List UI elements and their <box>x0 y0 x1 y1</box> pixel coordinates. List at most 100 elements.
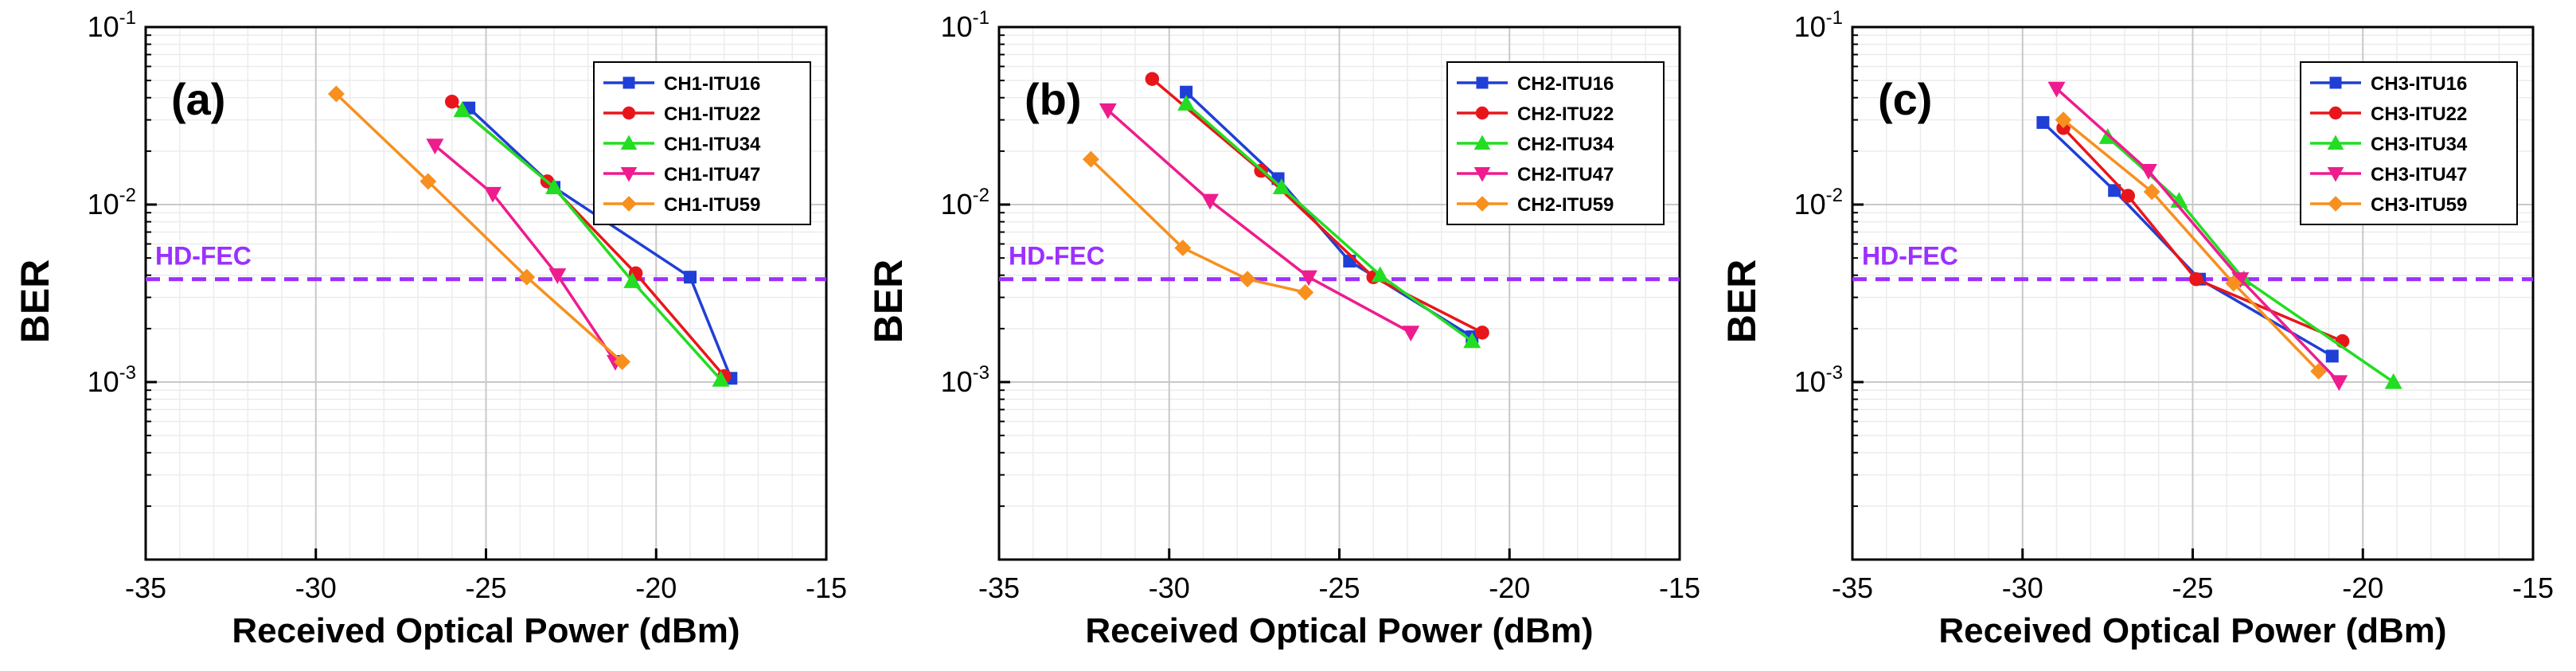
y-tick-exponent: -2 <box>973 185 989 206</box>
y-tick-label: 10-1 <box>941 7 989 43</box>
data-point <box>2143 183 2160 201</box>
y-tick-base: 10 <box>1794 365 1826 398</box>
panel-label: (a) <box>171 74 225 124</box>
legend-label: CH3-ITU22 <box>2371 103 2467 125</box>
x-axis-title: Received Optical Power (dBm) <box>1938 611 2446 650</box>
series-line-itu16 <box>467 107 732 379</box>
legend-marker <box>623 76 635 89</box>
panel-label: (c) <box>1878 74 1932 124</box>
y-tick-base: 10 <box>1794 10 1826 43</box>
x-axis-title: Received Optical Power (dBm) <box>1085 611 1593 650</box>
data-point <box>2036 115 2050 129</box>
legend-label: CH1-ITU34 <box>664 134 761 155</box>
legend-label: CH3-ITU47 <box>2371 164 2467 185</box>
y-tick-exponent: -3 <box>1826 362 1843 384</box>
legend-marker <box>2328 106 2343 120</box>
legend-label: CH2-ITU34 <box>1517 134 1614 155</box>
data-point <box>2310 363 2328 380</box>
data-point <box>518 268 536 286</box>
x-axis-title: Received Optical Power (dBm) <box>232 611 740 650</box>
series-line-itu47 <box>1107 109 1412 334</box>
data-point <box>1082 150 1099 168</box>
series-line-itu47 <box>2055 88 2340 384</box>
data-point <box>684 271 697 284</box>
y-tick-exponent: -2 <box>119 185 136 206</box>
legend-label: CH2-ITU16 <box>1517 73 1614 95</box>
legend-label: CH3-ITU34 <box>2371 134 2468 155</box>
data-point <box>1272 178 1290 194</box>
y-tick-exponent: -1 <box>1826 7 1843 29</box>
data-point <box>1099 103 1117 119</box>
y-tick-base: 10 <box>88 10 119 43</box>
legend-marker <box>2329 76 2342 89</box>
legend-marker <box>622 106 636 120</box>
data-point <box>1300 270 1317 287</box>
x-tick-label: -35 <box>125 572 166 604</box>
legend-marker <box>1475 106 1489 120</box>
data-point <box>1463 332 1481 349</box>
legend-label: CH2-ITU59 <box>1517 194 1614 216</box>
y-tick-exponent: -1 <box>119 7 136 29</box>
legend-marker <box>1474 196 1490 212</box>
data-point <box>327 85 345 103</box>
data-point <box>548 268 567 284</box>
legend-marker <box>620 135 638 150</box>
y-tick-base: 10 <box>88 365 119 398</box>
data-point <box>1371 266 1389 283</box>
data-point <box>1201 193 1220 210</box>
y-tick-label: 10-3 <box>941 362 989 398</box>
legend-marker <box>1476 76 1489 89</box>
data-point <box>712 370 730 387</box>
legend-marker <box>1473 135 1491 150</box>
x-tick-label: -30 <box>1149 572 1190 604</box>
y-tick-label: 10-2 <box>941 185 989 220</box>
legend-marker <box>2327 135 2344 150</box>
legend-label: CH1-ITU47 <box>664 164 760 185</box>
y-tick-exponent: -3 <box>119 362 136 384</box>
y-tick-base: 10 <box>941 10 973 43</box>
series-line-itu16 <box>2042 121 2333 357</box>
data-point <box>2098 128 2117 144</box>
series-line-itu59 <box>2062 119 2320 373</box>
x-tick-label: -15 <box>1659 572 1700 604</box>
panel-label: (b) <box>1025 74 1082 124</box>
x-tick-label: -25 <box>465 572 506 604</box>
hd-fec-label: HD-FEC <box>1862 242 1958 271</box>
data-point <box>2055 111 2072 129</box>
data-point <box>2189 271 2203 287</box>
x-tick-label: -25 <box>2172 572 2213 604</box>
hd-fec-label: HD-FEC <box>1009 242 1105 271</box>
data-point <box>420 173 437 190</box>
legend-marker <box>2328 196 2344 212</box>
x-tick-label: -30 <box>295 572 337 604</box>
y-tick-base: 10 <box>941 365 973 398</box>
data-point <box>1177 95 1196 111</box>
series-line-itu59 <box>335 92 623 363</box>
data-point <box>2139 163 2157 180</box>
series-line-itu34 <box>1185 102 1473 343</box>
data-point <box>445 94 459 109</box>
y-axis-title: BER <box>866 259 911 344</box>
legend-marker <box>2327 166 2344 182</box>
legend-label: CH2-ITU22 <box>1517 103 1614 125</box>
legend-marker <box>620 166 638 182</box>
legend-label: CH1-ITU22 <box>664 103 760 125</box>
data-point <box>623 272 642 288</box>
y-tick-base: 10 <box>941 188 973 220</box>
y-tick-label: 10-1 <box>88 7 136 43</box>
data-point <box>2384 373 2402 389</box>
series-line-itu47 <box>434 144 617 363</box>
x-tick-label: -15 <box>2512 572 2554 604</box>
y-tick-exponent: -1 <box>973 7 989 29</box>
data-point <box>2330 375 2348 392</box>
legend-marker <box>621 196 637 212</box>
y-tick-exponent: -2 <box>1826 185 1843 206</box>
x-tick-label: -15 <box>806 572 847 604</box>
y-tick-label: 10-2 <box>1794 185 1843 220</box>
legend-label: CH3-ITU59 <box>2371 194 2467 216</box>
series-line-itu59 <box>1090 158 1306 295</box>
x-tick-label: -35 <box>1832 572 1873 604</box>
data-point <box>2325 349 2339 363</box>
